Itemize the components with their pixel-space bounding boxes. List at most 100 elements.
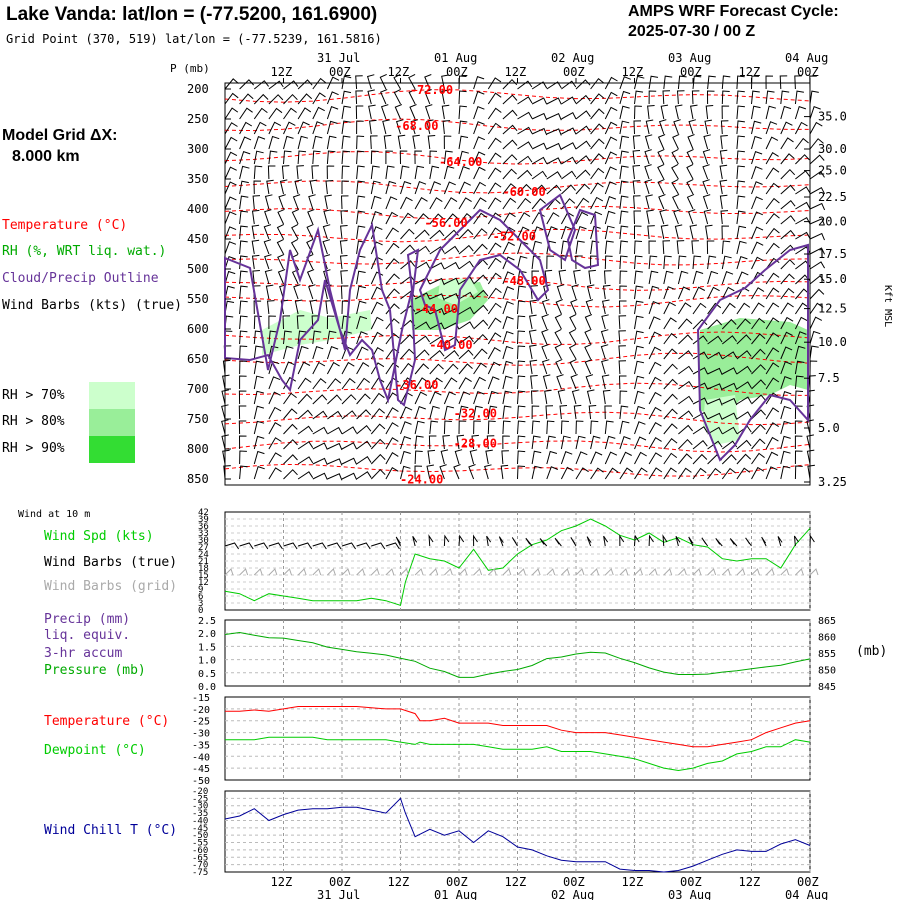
wind-barb [487,317,502,330]
wind-barb [385,180,397,195]
time-tick-label-top: 12Z [388,65,410,79]
wind-barb-grid [531,568,541,576]
wind-barb [736,453,752,465]
wind-barb [648,346,662,360]
wind-barb [618,315,627,330]
wind-barb [601,359,609,375]
wind-barb [517,435,526,450]
pressure-line [224,631,811,678]
wind-barb [780,273,795,285]
wind-barb-grid [809,568,819,576]
wind-barb [356,300,367,315]
wind-barb [794,75,802,90]
wind-barb [385,258,400,270]
wind-barb [662,240,671,255]
wind-barb [590,93,605,105]
wind-barb [569,358,577,375]
wind-barb [253,420,265,435]
wind-barb [546,420,555,435]
wind-barb [707,302,722,315]
wind-barb [794,390,804,405]
wind-barb [427,449,436,465]
wind-barb [380,104,389,120]
wind-barb [560,226,573,240]
wind-barb [648,240,657,255]
wind-speed-tick-label: 24 [198,550,209,560]
wind-barb [531,184,547,195]
wind-barb-grid [385,568,395,576]
wind-barb [794,316,808,330]
wind-barb [678,334,693,345]
wind-barb [341,442,358,450]
pressure-right-tick-label: 850 [818,666,836,677]
wind-barb [312,426,328,435]
wind-speed-tick-label: 36 [198,522,209,532]
wind-barb [444,322,460,330]
wind-barb [253,330,263,345]
wind-barb [238,390,247,405]
wind-barb [751,394,766,405]
wind-barb-grid [458,568,468,576]
wind-barb [677,302,692,315]
wind-barb [253,180,262,195]
wind-barb [326,330,337,345]
wind-barb [721,454,737,465]
wind-barb [707,467,722,480]
wind-barb [307,209,315,225]
wind-barb [502,375,513,390]
wind-barb [780,302,794,315]
wind-barb [809,330,821,345]
wind-barb [751,452,765,465]
height-tick-label: 22.5 [818,190,847,204]
wind-barb [458,150,469,165]
wind-barb [648,406,662,420]
wind-barb [780,376,792,390]
wind-barb [458,363,473,375]
wind-barb [736,350,752,360]
wind-barb [554,328,562,345]
wind-barb-grid [575,568,585,576]
wind-barb [794,105,807,120]
wind-barb [355,75,363,90]
wind-barb [765,317,780,330]
model-grid-value: 8.000 km [12,148,80,165]
wind-barb [590,196,604,210]
height-tick-label: 7.5 [818,371,840,385]
wind-barb [283,408,298,420]
wind-barb [224,196,237,210]
wind-barb [686,193,695,210]
wind-barb [736,135,745,150]
wind-barb [297,79,313,90]
wind-barb [385,165,395,180]
wind-barb [502,405,512,420]
wind-barb [765,152,779,165]
wind-barb [458,244,474,255]
wind-barb [397,134,406,150]
day-label-top: 02 Aug [551,51,594,65]
wind-barb [502,390,513,405]
wind-barb [648,391,662,405]
wind-barb [751,256,764,270]
wind-barb [644,179,653,195]
forecast-cycle-label: AMPS WRF Forecast Cycle: [628,3,839,20]
wind-barb [385,437,399,450]
wind-barb [502,435,510,450]
wind-barb-true [745,537,752,547]
wind-barb [400,180,412,195]
wind-barb [575,240,585,255]
legend-pressure: Pressure (mb) [44,663,146,678]
wind-barb [541,359,550,375]
wind-barb [600,329,609,345]
wind-barb-grid [590,568,600,576]
wind-barb [253,107,268,120]
wind-barb [690,104,698,120]
wind-barb [266,300,275,315]
wind-barb [751,317,766,330]
height-tick-label: 30.0 [818,142,847,156]
wind-barb [554,313,562,330]
wind-barb [546,81,562,90]
wind-barb [751,135,762,150]
wind-barb [444,293,460,301]
wind-barb [370,362,385,375]
wind-barb [370,211,383,225]
